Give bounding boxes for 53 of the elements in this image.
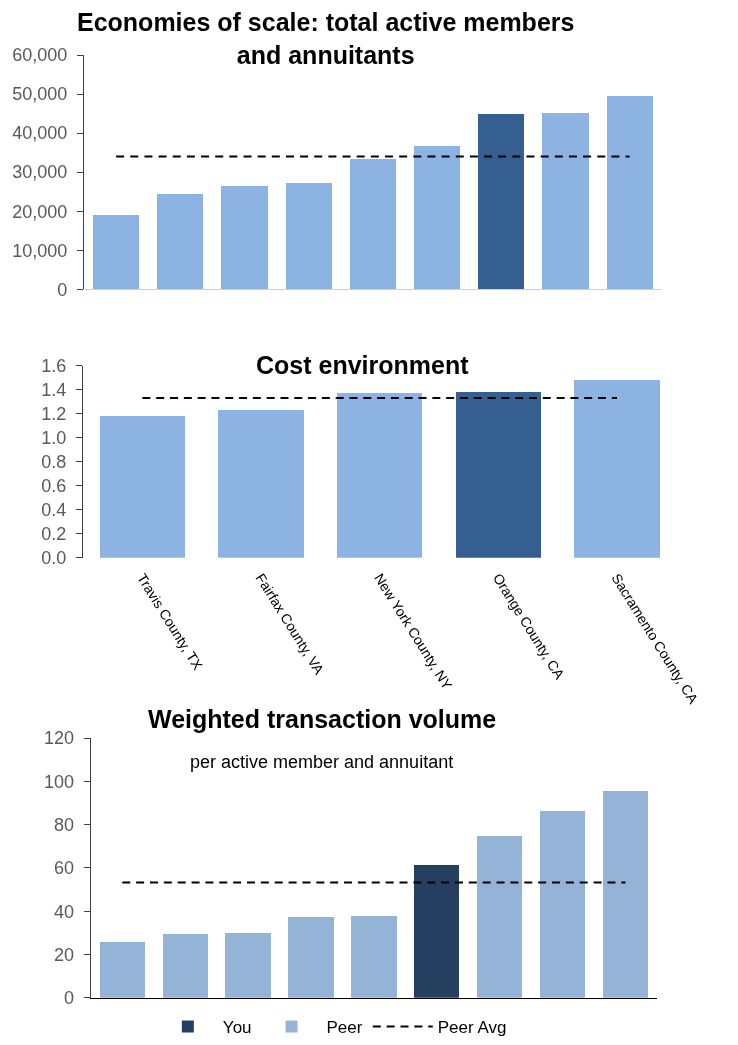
- y-tick-label: 60,000: [12, 45, 68, 66]
- bar: [221, 185, 268, 290]
- y-tick-label: 0.4: [41, 500, 67, 521]
- y-tick-label: 0.2: [41, 524, 67, 545]
- bar: [606, 96, 653, 290]
- y-tick-label: 1.4: [41, 380, 67, 401]
- y-tick-label: 30,000: [12, 162, 68, 183]
- text: per active member and annuitant: [190, 752, 454, 772]
- bar: [336, 393, 423, 558]
- y-tick-label: 60: [54, 858, 75, 879]
- chart-title: Cost environment: [256, 351, 470, 379]
- bar: [162, 934, 208, 998]
- chart-title: Weighted transaction volume: [148, 705, 497, 733]
- bar: [157, 194, 204, 290]
- bar: [455, 392, 542, 558]
- y-tick-label: 40,000: [12, 123, 68, 144]
- bar: [477, 836, 523, 998]
- bar: [225, 933, 271, 998]
- bar: [218, 410, 304, 558]
- y-tick-label: 1.6: [41, 356, 67, 377]
- bar: [478, 114, 525, 290]
- bar: [351, 915, 397, 998]
- bar: [288, 917, 334, 998]
- y-tick-label: 10,000: [12, 240, 68, 261]
- y-tick-label: 0.0: [41, 548, 67, 569]
- y-tick-label: 40: [54, 901, 75, 922]
- bar: [99, 942, 145, 998]
- bar: [539, 811, 586, 998]
- bar: [574, 380, 660, 558]
- y-tick-label: 0: [64, 988, 75, 1009]
- y-tick-label: 1.2: [41, 404, 67, 425]
- bar: [602, 791, 649, 998]
- legend-label: Peer: [326, 1018, 363, 1038]
- legend-label: Peer Avg: [437, 1018, 507, 1038]
- y-tick-label: 80: [54, 814, 75, 835]
- bar: [542, 112, 589, 290]
- y-tick-label: 20,000: [12, 201, 68, 222]
- bar: [414, 865, 460, 998]
- bar: [285, 183, 332, 290]
- y-tick-label: 50,000: [12, 84, 68, 105]
- y-tick-label: 100: [44, 771, 75, 792]
- bar: [99, 416, 186, 558]
- bar: [93, 215, 140, 290]
- y-tick-label: 1.0: [41, 428, 67, 449]
- bar: [414, 146, 461, 290]
- y-tick-label: 0.6: [41, 476, 67, 497]
- y-tick-label: 0.8: [41, 452, 67, 473]
- y-tick-label: 20: [54, 944, 75, 965]
- legend-label: You: [222, 1018, 252, 1038]
- y-tick-label: 120: [44, 728, 75, 749]
- chart-title: Economies of scale: total active members and annuitants: [77, 8, 575, 69]
- bar: [349, 158, 397, 290]
- y-tick-label: 0: [57, 279, 68, 300]
